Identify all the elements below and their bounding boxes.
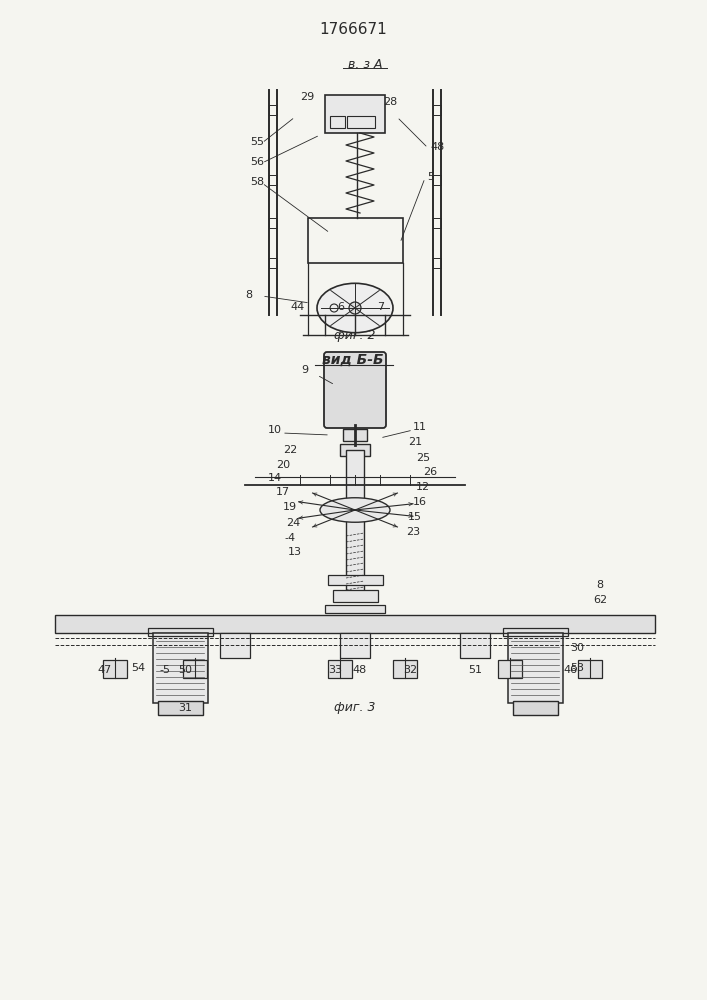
Text: 29: 29 [300, 92, 314, 102]
Circle shape [349, 302, 361, 314]
Text: 24: 24 [286, 518, 300, 528]
Text: 51: 51 [468, 665, 482, 675]
Text: 32: 32 [403, 665, 417, 675]
Text: 15: 15 [408, 512, 422, 522]
Bar [513, 701, 558, 715]
Text: 21: 21 [408, 437, 422, 447]
Text: 9: 9 [301, 365, 308, 375]
Text: 17: 17 [276, 487, 290, 497]
Bar [343, 429, 367, 441]
Text: 25: 25 [416, 453, 430, 463]
Bar [325, 95, 385, 133]
Bar [325, 605, 385, 613]
Text: 12: 12 [416, 482, 430, 492]
Bar [340, 444, 370, 456]
Text: 48: 48 [353, 665, 367, 675]
Bar [503, 628, 568, 636]
Bar [433, 105, 441, 115]
FancyBboxPatch shape [324, 352, 386, 428]
Text: 50: 50 [178, 665, 192, 675]
Bar [330, 116, 345, 128]
Bar [340, 633, 370, 658]
Text: 30: 30 [570, 643, 584, 653]
Text: 31: 31 [178, 703, 192, 713]
Bar [269, 218, 277, 228]
Text: в. з А: в. з А [348, 58, 382, 72]
Text: 22: 22 [283, 445, 297, 455]
Text: -5: -5 [160, 665, 170, 675]
Bar [103, 660, 127, 678]
Bar [393, 660, 417, 678]
Text: 33: 33 [328, 665, 342, 675]
Text: 28: 28 [383, 97, 397, 107]
Bar [220, 633, 250, 658]
Text: вид Б-Б: вид Б-Б [322, 353, 384, 367]
Bar [433, 218, 441, 228]
Text: 58: 58 [250, 177, 264, 187]
Text: 10: 10 [268, 425, 282, 435]
Text: 19: 19 [283, 502, 297, 512]
Text: 48: 48 [430, 142, 444, 152]
Text: 13: 13 [288, 547, 302, 557]
Text: 8: 8 [245, 290, 252, 300]
Bar [433, 175, 441, 185]
Text: 20: 20 [276, 460, 290, 470]
Text: 11: 11 [413, 422, 427, 432]
Text: 5: 5 [427, 172, 434, 182]
Text: фиг. 2: фиг. 2 [334, 328, 375, 342]
Bar [269, 175, 277, 185]
Bar [498, 660, 522, 678]
Text: фиг. 3: фиг. 3 [334, 702, 375, 714]
Text: 6: 6 [337, 302, 344, 312]
Text: -4: -4 [284, 533, 296, 543]
Ellipse shape [317, 283, 393, 333]
Bar [269, 258, 277, 268]
Bar [183, 660, 207, 678]
Text: 56: 56 [250, 157, 264, 167]
Bar [148, 628, 213, 636]
Bar [308, 218, 403, 263]
Text: 44: 44 [290, 302, 304, 312]
Text: 47: 47 [98, 665, 112, 675]
Bar [578, 660, 602, 678]
Text: 8: 8 [597, 580, 604, 590]
Ellipse shape [320, 498, 390, 522]
Bar [158, 701, 203, 715]
Text: 53: 53 [570, 663, 584, 673]
Bar [346, 450, 364, 600]
Bar [347, 116, 375, 128]
Bar [328, 575, 383, 585]
Bar [508, 633, 563, 703]
Text: 46: 46 [563, 665, 577, 675]
Text: 55: 55 [250, 137, 264, 147]
Text: 14: 14 [268, 473, 282, 483]
Text: 62: 62 [593, 595, 607, 605]
Text: 54: 54 [131, 663, 145, 673]
Bar [333, 590, 378, 602]
Bar [460, 633, 490, 658]
Text: 26: 26 [423, 467, 437, 477]
Bar [55, 615, 655, 633]
Bar [328, 660, 352, 678]
Bar [433, 258, 441, 268]
Text: 16: 16 [413, 497, 427, 507]
Text: 7: 7 [377, 302, 384, 312]
Bar [153, 633, 208, 703]
Text: 1766671: 1766671 [319, 22, 387, 37]
Text: 23: 23 [406, 527, 420, 537]
Bar [269, 105, 277, 115]
